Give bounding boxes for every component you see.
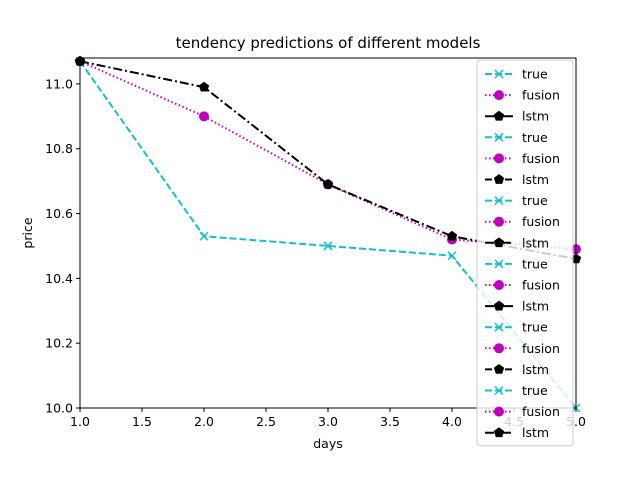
legend-marker — [494, 406, 504, 417]
legend-label: fusion — [522, 341, 560, 356]
legend-marker — [494, 322, 504, 332]
legend-label: true — [522, 130, 548, 145]
x-tick-label: 2.5 — [256, 414, 276, 429]
x-tick-label: 2.0 — [194, 414, 214, 429]
legend-label: lstm — [522, 425, 549, 440]
chart-title: tendency predictions of different models — [176, 34, 481, 52]
legend-item: lstm — [485, 172, 549, 187]
y-tick-label: 10.8 — [45, 141, 73, 156]
data-point-fusion — [199, 111, 209, 122]
legend-marker — [494, 385, 504, 396]
legend-label: lstm — [522, 235, 549, 250]
legend-item: fusion — [485, 278, 560, 293]
legend-label: true — [522, 193, 548, 208]
legend-label: true — [522, 256, 548, 271]
legend-marker — [494, 153, 504, 164]
legend: true fusion lstm true fusion lstm true fusion ls… — [476, 59, 574, 447]
legend-label: fusion — [522, 404, 560, 419]
legend-item: lstm — [485, 235, 549, 250]
x-tick-label: 3.0 — [318, 414, 338, 429]
y-axis: 10.0 10.2 10.4 10.6 10.8 11.0 — [45, 76, 80, 416]
legend-item: lstm — [485, 362, 549, 377]
legend-label: lstm — [522, 172, 549, 187]
data-point-lstm — [322, 178, 334, 189]
legend-marker — [493, 110, 505, 121]
legend-item: fusion — [485, 151, 560, 166]
legend-item: true — [485, 320, 548, 335]
y-tick-label: 10.6 — [45, 206, 73, 221]
y-tick-label: 10.4 — [45, 271, 73, 286]
series-line-true — [79, 60, 577, 409]
data-point-lstm — [198, 81, 210, 92]
legend-label: true — [522, 383, 548, 398]
legend-marker — [493, 363, 505, 374]
legend-marker — [494, 90, 504, 101]
legend-label: lstm — [522, 109, 549, 124]
data-point-true — [447, 251, 457, 261]
legend-item: true — [485, 193, 548, 208]
x-tick-label: 4.0 — [442, 414, 462, 429]
legend-label: fusion — [522, 214, 560, 229]
legend-label: lstm — [522, 362, 549, 377]
legend-label: fusion — [522, 278, 560, 293]
legend-item: fusion — [485, 214, 560, 229]
legend-marker — [494, 259, 504, 269]
legend-item: true — [485, 67, 548, 82]
legend-marker — [494, 280, 504, 290]
legend-marker — [493, 300, 505, 311]
y-axis-label: price — [20, 217, 35, 248]
y-tick-label: 10.0 — [45, 401, 73, 416]
legend-item: lstm — [485, 299, 549, 314]
legend-marker — [494, 69, 504, 79]
data-point-true — [323, 241, 333, 251]
legend-item: fusion — [485, 341, 560, 356]
legend-item: true — [485, 130, 548, 145]
x-tick-label: 1.5 — [132, 414, 152, 429]
legend-item: true — [485, 256, 548, 271]
legend-label: true — [522, 67, 548, 82]
legend-label: fusion — [522, 88, 560, 103]
legend-item: lstm — [485, 425, 549, 440]
data-point-true — [199, 231, 209, 241]
legend-item: fusion — [485, 404, 560, 419]
legend-marker — [493, 427, 505, 438]
legend-marker — [493, 174, 505, 184]
y-tick-label: 10.2 — [45, 336, 73, 351]
legend-marker — [494, 343, 504, 354]
legend-marker — [494, 216, 504, 227]
legend-marker — [493, 237, 505, 248]
x-axis-label: days — [313, 436, 343, 451]
legend-marker — [494, 132, 504, 142]
legend-item: fusion — [485, 88, 560, 103]
legend-item: lstm — [485, 109, 549, 124]
data-point-lstm — [446, 230, 458, 241]
x-tick-label: 1.0 — [70, 414, 90, 429]
legend-label: lstm — [522, 299, 549, 314]
legend-label: fusion — [522, 151, 560, 166]
legend-item: true — [485, 383, 548, 398]
legend-label: true — [522, 320, 548, 335]
y-tick-label: 11.0 — [45, 76, 73, 91]
legend-marker — [494, 196, 504, 206]
x-tick-label: 3.5 — [380, 414, 400, 429]
